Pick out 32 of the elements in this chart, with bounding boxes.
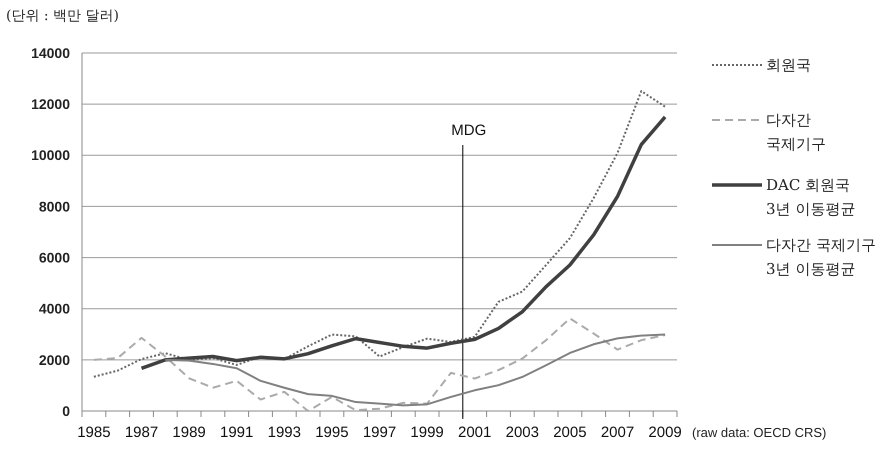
x-tick-label: 1985: [77, 424, 111, 441]
x-tick-label: 1999: [410, 424, 444, 441]
line-series: [140, 115, 667, 370]
text: (raw data: OECD CRS): [692, 425, 826, 440]
x-tick-label: 1993: [268, 424, 301, 441]
x-tick-label: 2007: [600, 424, 634, 441]
y-tick-label: 2000: [38, 352, 70, 368]
y-tick-label: 6000: [38, 249, 70, 266]
x-tick-label: 1995: [315, 424, 349, 441]
x-tick-label: 2001: [458, 424, 492, 441]
y-tick-label: 0: [62, 402, 70, 419]
x-tick-label: 1997: [362, 424, 396, 441]
legend-label: DAC 회원국 3년 이동평균: [766, 176, 856, 218]
y-axis-title: (단위 : 백만 달러): [6, 8, 119, 24]
x-tick-label: 2009: [648, 424, 682, 441]
y-tick-label: 12000: [31, 96, 70, 112]
legend-label: 회원국: [766, 56, 811, 74]
legend-label: 다자간 국제기구 3년 이동평균: [766, 236, 876, 278]
y-tick-label: 14000: [31, 44, 70, 61]
x-tick-label: 1989: [172, 424, 206, 441]
x-tick-label: 2005: [553, 424, 587, 441]
y-tick-label: 4000: [38, 300, 70, 317]
ref-line-label: MDG: [451, 122, 486, 140]
line-series: [164, 334, 666, 406]
line-series: [92, 317, 666, 412]
y-tick-label: 10000: [31, 147, 70, 164]
y-tick-label: 8000: [38, 198, 70, 214]
legend-label: 다자간 국제기구: [766, 111, 826, 153]
line-series: [92, 90, 666, 378]
x-tick-label: 1987: [124, 424, 158, 441]
x-tick-label: 1991: [220, 424, 254, 441]
x-tick-label: 2003: [506, 424, 539, 441]
